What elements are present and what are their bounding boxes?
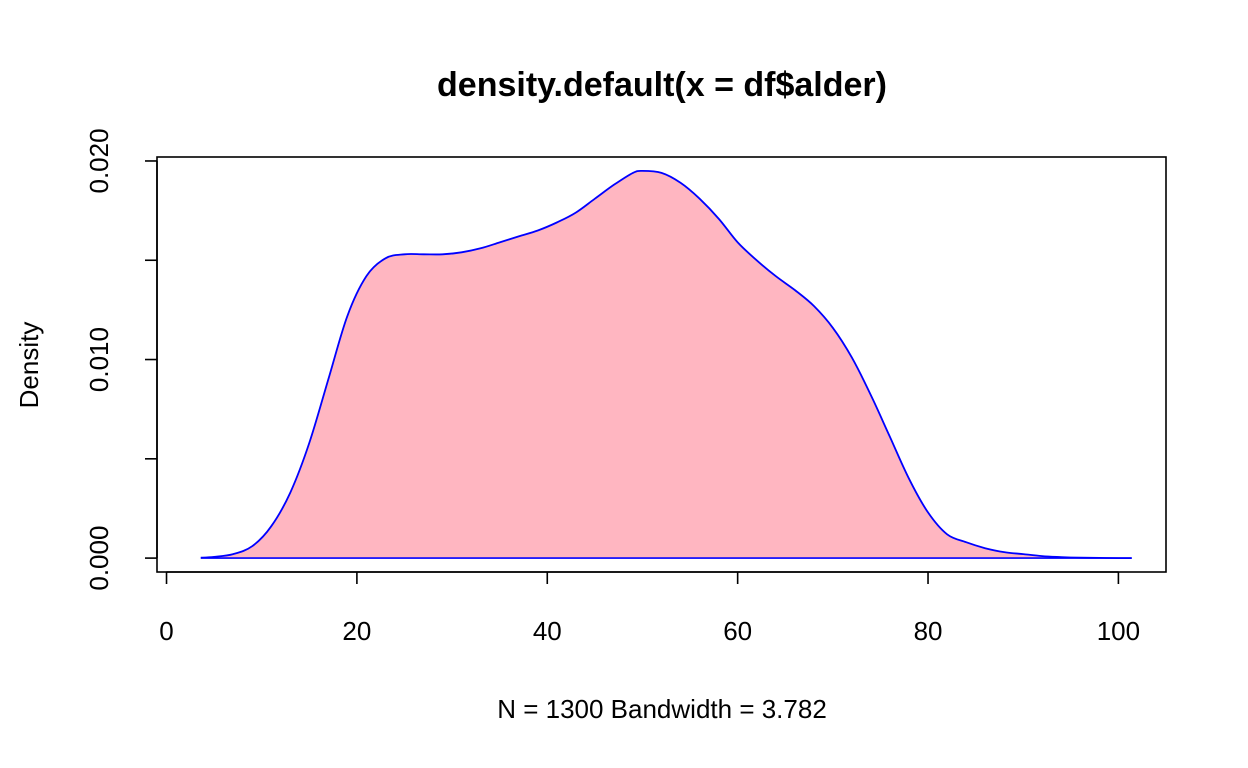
density-curve-line [200,169,1132,560]
x-axis-label: N = 1300 Bandwidth = 3.782 [497,694,827,724]
density-fill-area [200,170,1132,559]
x-tick-label: 0 [159,616,173,646]
x-tick-label: 60 [723,616,752,646]
chart-title: density.default(x = df$alder) [437,66,887,104]
y-axis-label: Density [14,322,44,409]
y-axis: 0.000 0.010 0.020 [84,128,158,591]
x-tick-label: 100 [1097,616,1140,646]
x-axis: 0 20 40 60 80 100 [159,571,1140,646]
y-tick-label: 0.000 [84,526,114,591]
y-tick-label: 0.020 [84,128,114,193]
y-tick-label: 0.010 [84,327,114,392]
x-tick-label: 40 [533,616,562,646]
x-tick-label: 20 [342,616,371,646]
density-area-layer [200,169,1132,560]
x-tick-label: 80 [914,616,943,646]
